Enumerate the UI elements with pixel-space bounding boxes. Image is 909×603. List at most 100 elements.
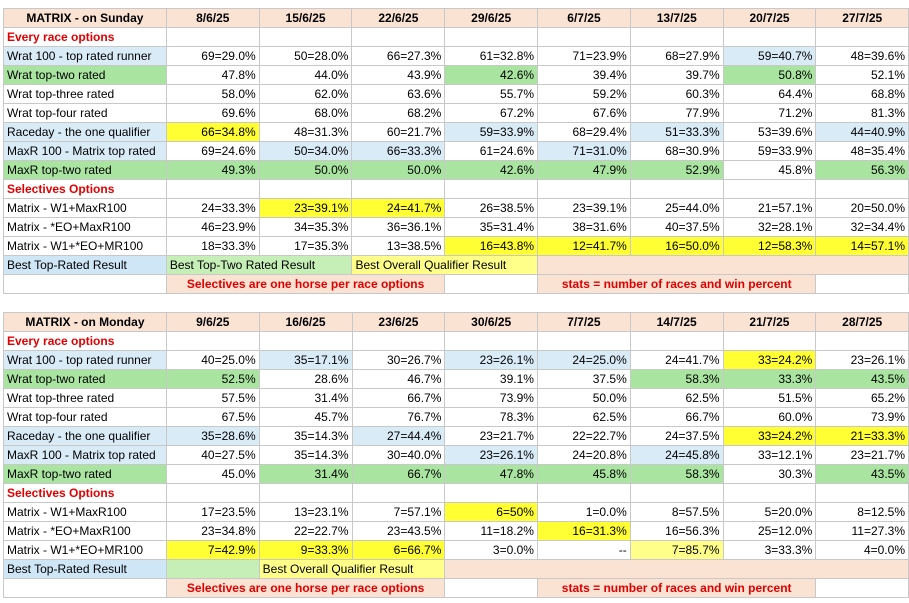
cell[interactable]: 62.0% bbox=[258, 84, 353, 104]
cell[interactable]: 42.6% bbox=[444, 65, 539, 85]
cell[interactable] bbox=[536, 483, 631, 503]
cell[interactable]: 73.9% bbox=[444, 388, 538, 408]
cell[interactable]: 6=66.7% bbox=[351, 540, 446, 560]
row-label[interactable]: Wrat top-two rated bbox=[3, 369, 167, 389]
cell[interactable]: 49.3% bbox=[165, 160, 260, 180]
row-label[interactable]: MaxR 100 - Matrix top rated bbox=[3, 141, 167, 161]
cell[interactable]: 33=24.2% bbox=[722, 426, 817, 446]
cell[interactable]: 16=43.8% bbox=[444, 236, 539, 256]
cell[interactable] bbox=[444, 179, 539, 199]
monday-title[interactable]: MATRIX - on Monday bbox=[3, 312, 167, 332]
cell[interactable]: 39.1% bbox=[444, 369, 538, 389]
legend-top-rated[interactable]: Best Top-Rated Result bbox=[3, 255, 167, 275]
cell[interactable] bbox=[815, 274, 909, 294]
cell[interactable]: 58.0% bbox=[165, 84, 260, 104]
cell[interactable]: 20=50.0% bbox=[815, 198, 909, 218]
cell[interactable]: 50.0% bbox=[536, 388, 631, 408]
cell[interactable]: 67.5% bbox=[165, 407, 260, 427]
cell[interactable]: 47.8% bbox=[444, 464, 538, 484]
date-header[interactable]: 21/7/25 bbox=[722, 312, 817, 332]
cell[interactable] bbox=[536, 331, 631, 351]
cell[interactable]: 44.0% bbox=[258, 65, 353, 85]
cell[interactable]: 21=33.3% bbox=[815, 426, 909, 446]
cell[interactable]: 69=29.0% bbox=[165, 46, 260, 66]
cell[interactable]: 24=37.5% bbox=[629, 426, 724, 446]
cell[interactable]: 24=20.8% bbox=[536, 445, 631, 465]
row-label[interactable]: MaxR top-two rated bbox=[3, 160, 167, 180]
section-title[interactable]: Selectives Options bbox=[3, 179, 167, 199]
cell[interactable] bbox=[258, 483, 353, 503]
cell[interactable]: 37.5% bbox=[536, 369, 631, 389]
cell[interactable]: 50.8% bbox=[722, 65, 817, 85]
cell[interactable]: 1=0.0% bbox=[536, 502, 631, 522]
row-label[interactable]: Raceday - the one qualifier bbox=[3, 122, 167, 142]
cell[interactable]: 23=21.7% bbox=[444, 426, 538, 446]
cell[interactable] bbox=[444, 27, 539, 47]
cell[interactable] bbox=[351, 483, 446, 503]
cell[interactable] bbox=[444, 483, 538, 503]
cell[interactable]: 35=14.3% bbox=[258, 445, 353, 465]
cell[interactable]: 68.8% bbox=[815, 84, 909, 104]
date-header[interactable]: 29/6/25 bbox=[444, 8, 539, 28]
cell[interactable]: 8=57.5% bbox=[629, 502, 724, 522]
cell[interactable]: 60=21.7% bbox=[351, 122, 446, 142]
cell[interactable]: 57.5% bbox=[165, 388, 260, 408]
cell[interactable]: 50.0% bbox=[258, 160, 353, 180]
cell[interactable]: 24=33.3% bbox=[165, 198, 260, 218]
cell[interactable]: 50.0% bbox=[351, 160, 446, 180]
cell[interactable]: 64.4% bbox=[722, 84, 817, 104]
cell[interactable]: 22=22.7% bbox=[536, 426, 631, 446]
cell[interactable]: 26=38.5% bbox=[444, 198, 539, 218]
cell[interactable] bbox=[258, 331, 353, 351]
date-header[interactable]: 13/7/25 bbox=[629, 8, 724, 28]
cell[interactable] bbox=[815, 27, 909, 47]
cell[interactable]: 59=33.9% bbox=[444, 122, 539, 142]
cell[interactable]: 14=57.1% bbox=[815, 236, 909, 256]
cell[interactable]: 28.6% bbox=[258, 369, 353, 389]
cell[interactable]: 18=33.3% bbox=[165, 236, 260, 256]
cell[interactable]: 59=33.9% bbox=[722, 141, 817, 161]
cell[interactable]: 5=20.0% bbox=[722, 502, 817, 522]
date-header[interactable]: 8/6/25 bbox=[165, 8, 260, 28]
cell[interactable]: 51=33.3% bbox=[629, 122, 724, 142]
cell[interactable] bbox=[258, 179, 353, 199]
cell[interactable]: 23=34.8% bbox=[165, 521, 260, 541]
cell[interactable]: 16=56.3% bbox=[629, 521, 724, 541]
cell[interactable] bbox=[722, 331, 817, 351]
row-label[interactable]: Matrix - W1+*EO+MR100 bbox=[3, 540, 167, 560]
cell[interactable]: 68=27.9% bbox=[629, 46, 724, 66]
cell[interactable]: 24=41.7% bbox=[351, 198, 446, 218]
cell[interactable]: 21=57.1% bbox=[722, 198, 817, 218]
cell[interactable] bbox=[537, 27, 631, 47]
cell[interactable]: 17=35.3% bbox=[258, 236, 353, 256]
cell[interactable]: 71=31.0% bbox=[537, 141, 631, 161]
cell[interactable]: 30=26.7% bbox=[351, 350, 446, 370]
cell[interactable]: 25=12.0% bbox=[722, 521, 817, 541]
cell[interactable] bbox=[165, 27, 260, 47]
cell[interactable]: 69=24.6% bbox=[165, 141, 260, 161]
row-label[interactable]: Wrat top-three rated bbox=[3, 84, 167, 104]
cell[interactable] bbox=[629, 331, 724, 351]
row-label[interactable]: Matrix - *EO+MaxR100 bbox=[3, 521, 167, 541]
cell[interactable]: 36=36.1% bbox=[351, 217, 446, 237]
cell[interactable]: 42.6% bbox=[444, 160, 539, 180]
cell[interactable]: 17=23.5% bbox=[165, 502, 260, 522]
cell[interactable]: 23=43.5% bbox=[351, 521, 446, 541]
cell[interactable]: 30=40.0% bbox=[351, 445, 446, 465]
cell[interactable]: 58.3% bbox=[629, 464, 724, 484]
cell[interactable]: 65.2% bbox=[815, 388, 909, 408]
cell[interactable]: 77.9% bbox=[629, 103, 724, 123]
cell[interactable]: 23=26.1% bbox=[444, 350, 538, 370]
cell[interactable]: 67.6% bbox=[537, 103, 631, 123]
cell[interactable] bbox=[351, 331, 446, 351]
row-label[interactable]: Matrix - W1+MaxR100 bbox=[3, 502, 167, 522]
cell[interactable]: 45.8% bbox=[722, 160, 817, 180]
cell[interactable]: 11=18.2% bbox=[444, 521, 538, 541]
cell[interactable]: 30.3% bbox=[722, 464, 817, 484]
date-header[interactable]: 9/6/25 bbox=[165, 312, 260, 332]
cell[interactable]: 11=27.3% bbox=[815, 521, 909, 541]
cell[interactable]: 33=24.2% bbox=[722, 350, 817, 370]
cell[interactable]: 35=14.3% bbox=[258, 426, 353, 446]
cell[interactable]: 66=33.3% bbox=[351, 141, 446, 161]
cell[interactable]: 78.3% bbox=[444, 407, 538, 427]
